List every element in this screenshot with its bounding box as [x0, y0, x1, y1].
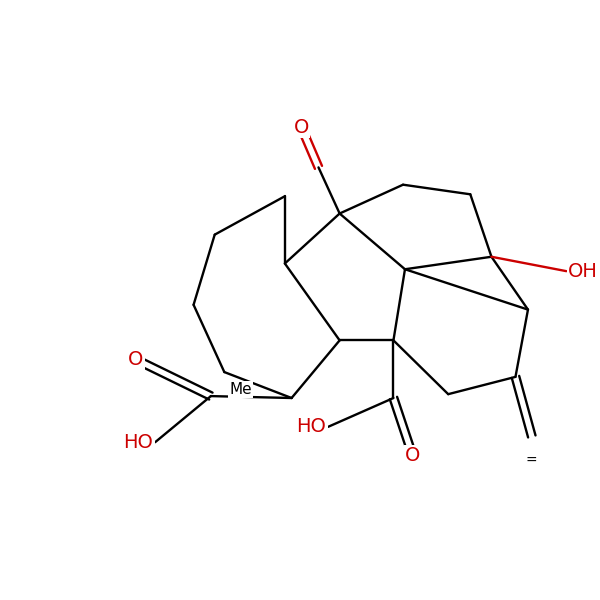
Text: Me: Me: [229, 382, 252, 397]
Text: O: O: [293, 118, 309, 137]
Text: =: =: [526, 454, 538, 468]
Text: O: O: [405, 446, 421, 465]
Text: O: O: [128, 350, 143, 369]
Text: HO: HO: [296, 418, 326, 436]
Text: OH: OH: [568, 262, 598, 281]
Text: HO: HO: [124, 433, 153, 452]
